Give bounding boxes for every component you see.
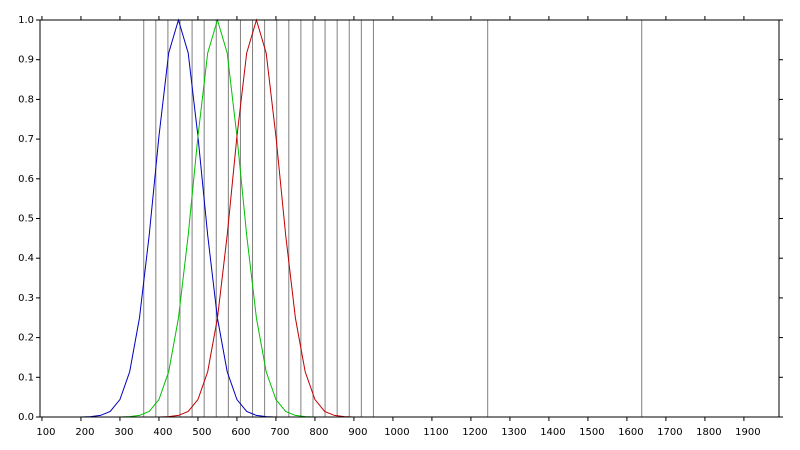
- x-tick-label: 1600: [618, 427, 643, 438]
- y-tick-label: 0.1: [18, 372, 34, 383]
- y-tick-label: 0.2: [18, 333, 34, 344]
- x-tick-label: 600: [231, 427, 250, 438]
- y-tick-label: 0.4: [18, 253, 34, 264]
- x-tick-label: 700: [270, 427, 289, 438]
- x-tick-label: 300: [114, 427, 133, 438]
- x-tick-label: 200: [75, 427, 94, 438]
- x-tick-label: 1900: [735, 427, 760, 438]
- y-tick-label: 0.9: [18, 55, 34, 66]
- x-tick-label: 1100: [423, 427, 448, 438]
- y-tick-label: 0.3: [18, 293, 34, 304]
- x-tick-label: 800: [309, 427, 328, 438]
- x-tick-label: 500: [192, 427, 211, 438]
- x-tick-label: 1500: [579, 427, 604, 438]
- x-tick-label: 900: [348, 427, 367, 438]
- x-tick-label: 400: [153, 427, 172, 438]
- y-tick-label: 0.7: [18, 134, 34, 145]
- y-tick-label: 0.6: [18, 174, 34, 185]
- x-tick-label: 1700: [657, 427, 682, 438]
- x-tick-label: 1200: [462, 427, 487, 438]
- y-tick-label: 0.5: [18, 214, 34, 225]
- x-tick-label: 1300: [501, 427, 526, 438]
- x-tick-label: 100: [36, 427, 55, 438]
- y-tick-label: 0.8: [18, 94, 34, 105]
- x-tick-label: 1000: [384, 427, 409, 438]
- y-tick-label: 1.0: [18, 15, 34, 26]
- y-tick-label: 0.0: [18, 412, 34, 423]
- x-tick-label: 1800: [696, 427, 721, 438]
- x-tick-label: 1400: [540, 427, 565, 438]
